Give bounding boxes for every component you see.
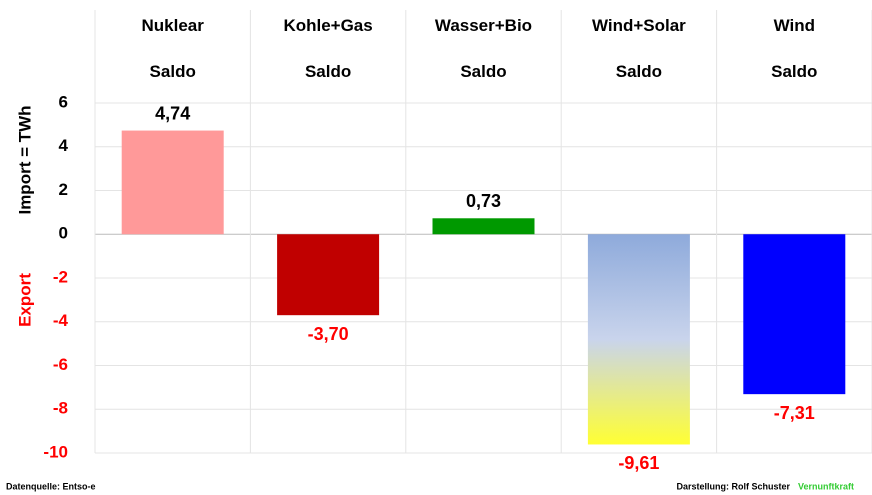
bar	[121, 130, 224, 235]
bar	[743, 234, 846, 395]
y-tick-label: 6	[59, 92, 68, 111]
source: Datenquelle: Entso-e	[6, 481, 96, 491]
bar	[432, 218, 535, 235]
value-label: -9,61	[618, 453, 659, 473]
x-tick-label: Kohle+Gas Saldo	[283, 16, 372, 81]
credit: Darstellung: Rolf Schuster	[676, 481, 790, 491]
value-label: -3,70	[308, 324, 349, 344]
x-tick-label: Wind Saldo	[771, 16, 817, 81]
brand: Vernunftkraft	[798, 481, 854, 491]
y-tick-label: -4	[53, 311, 69, 330]
value-label: -7,31	[774, 403, 815, 423]
y-tick-label: -6	[53, 355, 68, 374]
y-tick-label: -8	[53, 399, 68, 418]
x-tick-label: Wasser+Bio Saldo	[435, 16, 532, 81]
x-tick-label: Nuklear Saldo	[142, 16, 205, 81]
x-tick-label: Wind+Solar Saldo	[592, 16, 686, 81]
y-axis-label-import: Import = TWh	[15, 105, 34, 214]
y-tick-label: -2	[53, 267, 68, 286]
y-tick-label: -10	[43, 442, 68, 461]
y-axis-label-export: Export	[15, 273, 34, 327]
value-label: 4,74	[155, 103, 190, 123]
y-tick-label: 0	[59, 224, 68, 243]
value-label: 0,73	[466, 191, 501, 211]
y-tick-label: 2	[59, 180, 68, 199]
bar	[587, 234, 690, 445]
bar	[277, 234, 380, 316]
y-tick-label: 4	[59, 136, 69, 155]
